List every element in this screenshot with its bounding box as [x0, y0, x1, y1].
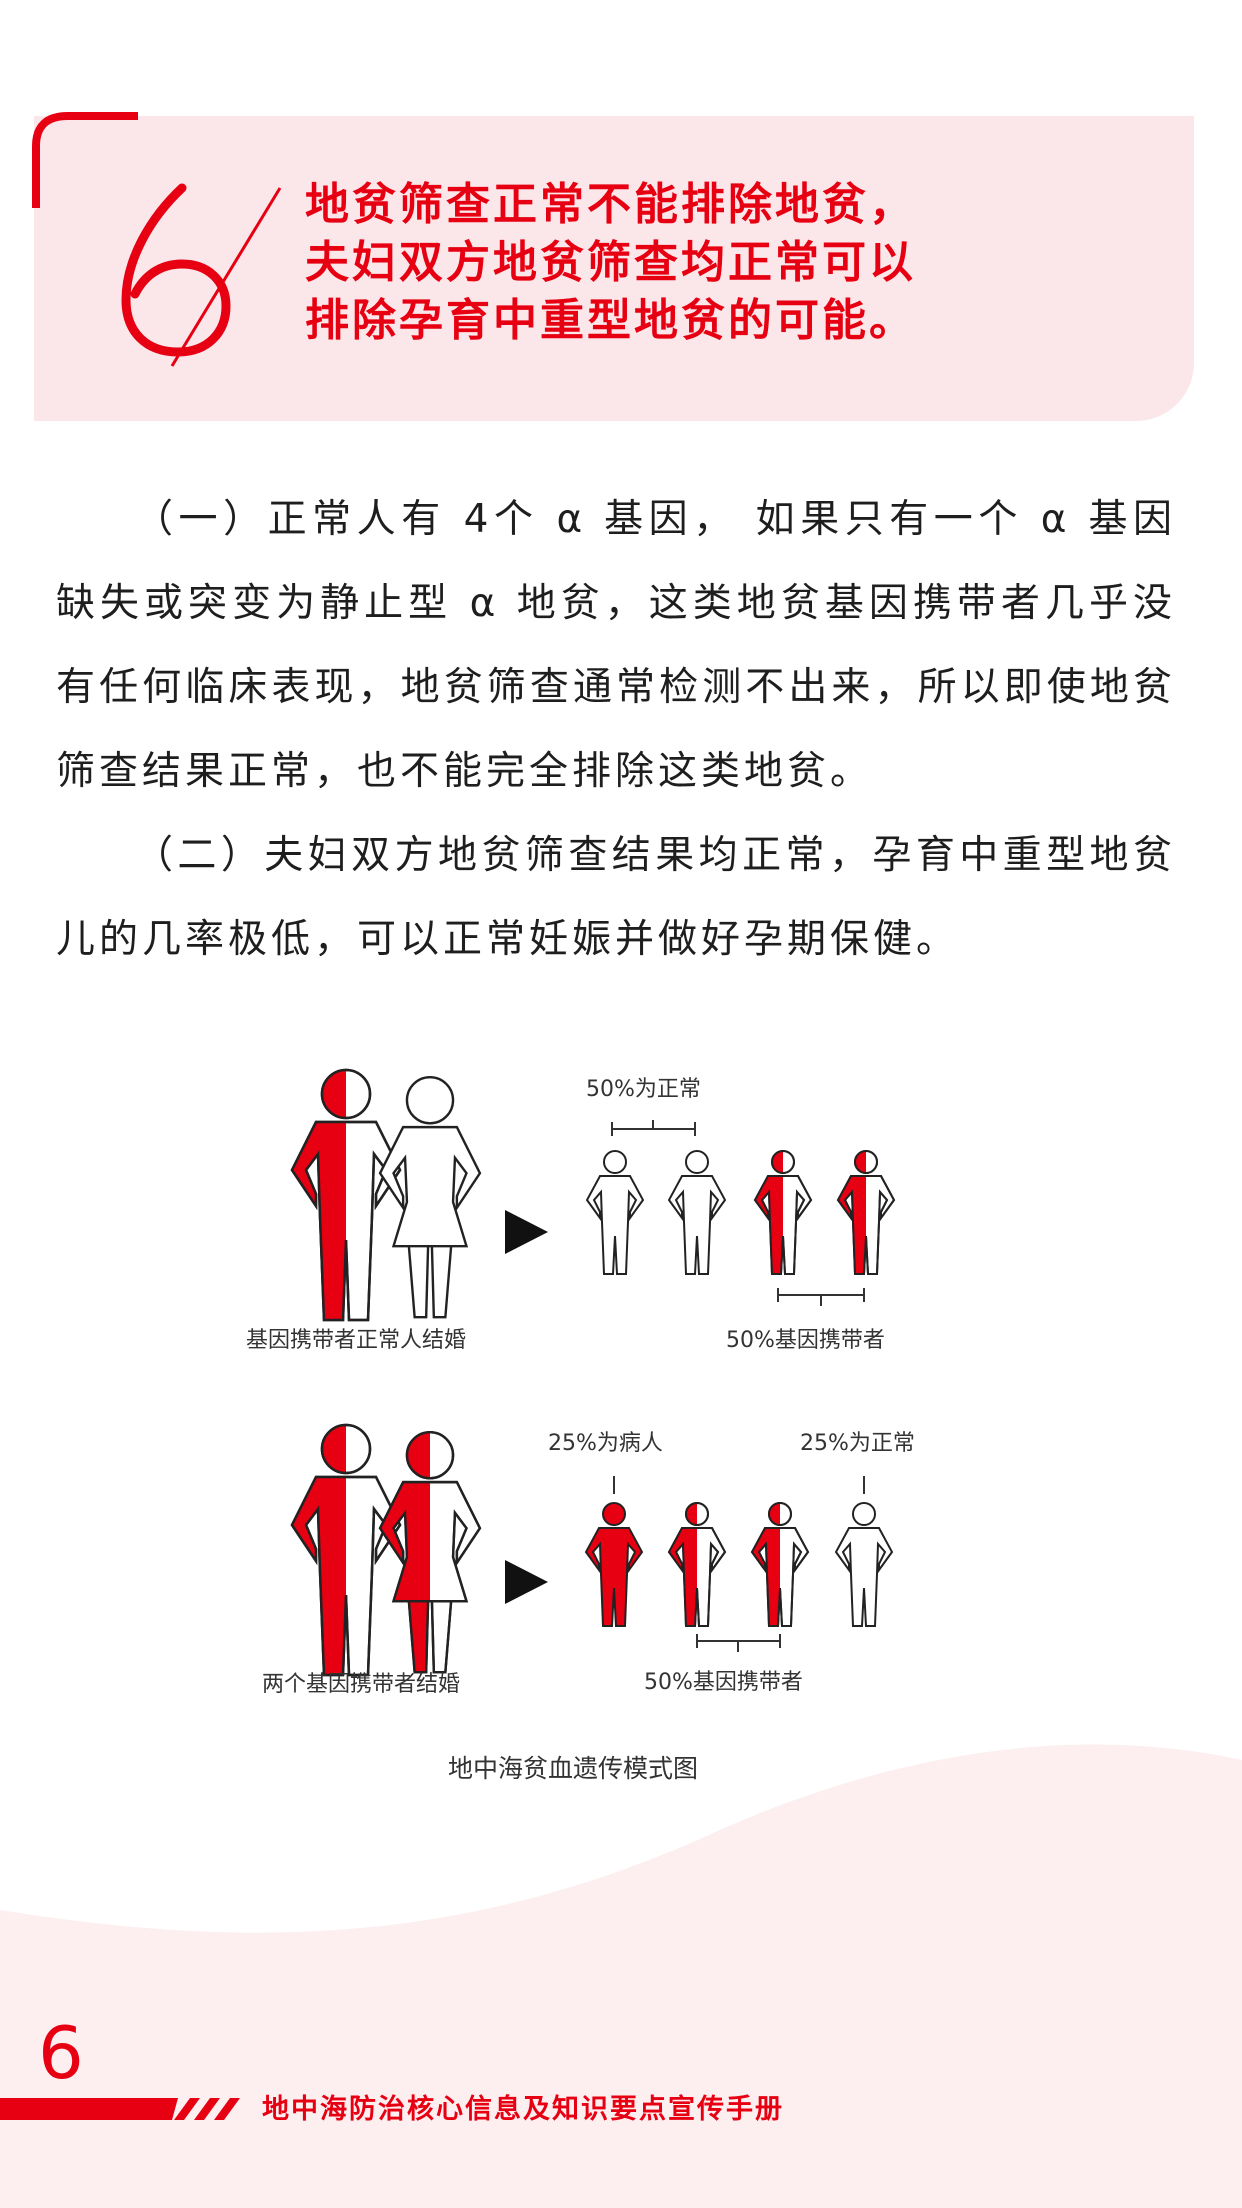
- label-normal-25: 25%为正常: [800, 1431, 915, 1456]
- carrier-mother-figure: [378, 1430, 482, 1674]
- section-number-graphic: [121, 183, 282, 367]
- child-normal-figure: [668, 1150, 726, 1275]
- page-number: 6: [38, 2011, 84, 2086]
- bracket: [611, 1120, 696, 1136]
- label-carrier-50: 50%基因携带者: [726, 1328, 885, 1353]
- bracket: [696, 1634, 781, 1652]
- parents-caption: 基因携带者正常人结婚: [246, 1328, 466, 1353]
- inheritance-diagram: 50%为正常 50%基因携带者 基因携带者正常人结婚 25%为病人 25%为正常: [246, 1068, 915, 1783]
- label-carrier-50: 50%基因携带者: [644, 1670, 803, 1695]
- arrow-icon: [505, 1210, 548, 1254]
- carrier-father-figure: [290, 1423, 402, 1677]
- footer-stripe: [0, 2098, 240, 2120]
- paragraph: （一）正常人有 4个 α 基因， 如果只有一个 α 基因缺失或突变为静止型 α …: [56, 497, 1176, 794]
- figure-caption: 地中海贫血遗传模式图: [448, 1754, 698, 1783]
- header-banner: [34, 116, 1194, 421]
- child-carrier-figure: [837, 1150, 895, 1275]
- title-line: 夫妇双方地贫筛查均正常可以: [305, 237, 916, 288]
- page-number-graphic: 6: [38, 2011, 84, 2086]
- child-carrier-figure: [751, 1502, 809, 1627]
- parents-caption: 两个基因携带者结婚: [262, 1672, 460, 1697]
- child-normal-figure: [586, 1150, 644, 1275]
- body-text: （一）正常人有 4个 α 基因， 如果只有一个 α 基因缺失或突变为静止型 α …: [56, 478, 1176, 982]
- child-normal-figure: [835, 1502, 893, 1627]
- paragraph: （二）夫妇双方地贫筛查结果均正常，孕育中重型地贫儿的几率极低，可以正常妊娠并做好…: [56, 833, 1176, 962]
- child-carrier-figure: [754, 1150, 812, 1275]
- corner-bracket-icon: [32, 112, 138, 208]
- title-line: 地贫筛查正常不能排除地贫，: [305, 179, 916, 230]
- child-affected-figure: [585, 1502, 643, 1627]
- book-title: 地中海防治核心信息及知识要点宣传手册: [262, 2094, 784, 2125]
- label-normal-50: 50%为正常: [586, 1077, 701, 1102]
- carrier-father-figure: [290, 1068, 402, 1322]
- wave-background: [0, 1744, 1242, 2208]
- label-affected-25: 25%为病人: [548, 1431, 663, 1456]
- child-carrier-figure: [668, 1502, 726, 1627]
- title-line: 排除孕育中重型地贫的可能。: [305, 295, 916, 346]
- section-title: 地贫筛查正常不能排除地贫， 夫妇双方地贫筛查均正常可以 排除孕育中重型地贫的可能…: [305, 176, 1165, 350]
- arrow-icon: [505, 1560, 548, 1604]
- normal-mother-figure: [378, 1075, 482, 1319]
- bracket: [777, 1288, 865, 1306]
